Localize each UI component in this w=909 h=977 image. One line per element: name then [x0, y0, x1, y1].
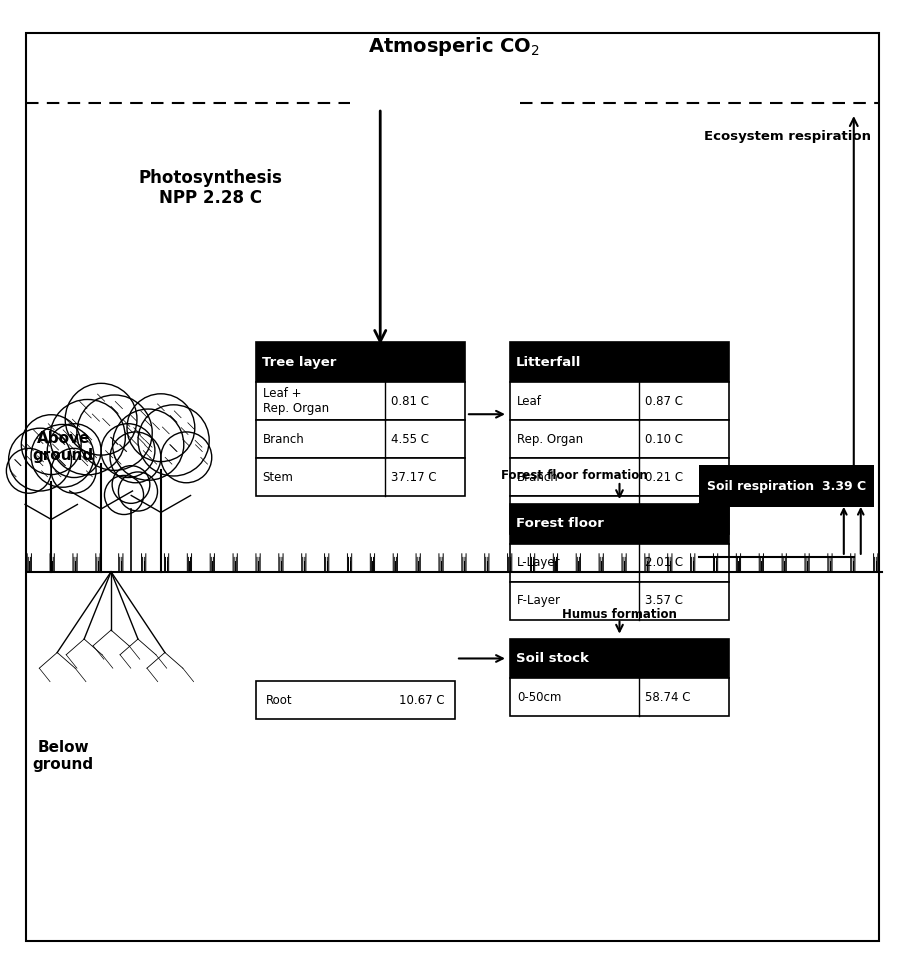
Text: 37.17 C: 37.17 C	[391, 471, 437, 484]
Text: 0.33 C: 0.33 C	[645, 508, 684, 522]
Bar	[255, 343, 465, 382]
Bar	[255, 458, 465, 496]
Text: Leaf: Leaf	[517, 395, 542, 407]
Text: 4.55 C: 4.55 C	[391, 433, 429, 446]
Text: Above
ground: Above ground	[33, 431, 94, 463]
Text: Soil respiration: Soil respiration	[707, 480, 814, 492]
Text: 58.74 C: 58.74 C	[645, 691, 691, 703]
Bar	[510, 343, 729, 382]
Text: 3.39 C: 3.39 C	[822, 480, 865, 492]
Bar	[510, 504, 729, 544]
Text: Branch: Branch	[517, 471, 558, 484]
Bar	[510, 420, 729, 458]
Text: Forest floor formation: Forest floor formation	[502, 469, 648, 482]
Bar	[510, 544, 729, 581]
Text: Atmosperic CO$_2$: Atmosperic CO$_2$	[368, 35, 540, 58]
Text: Soil stock: Soil stock	[515, 652, 589, 665]
Bar	[255, 382, 465, 420]
Text: 3.57 C: 3.57 C	[645, 594, 684, 607]
Text: 0.21 C: 0.21 C	[645, 471, 684, 484]
Bar	[510, 496, 729, 533]
Text: Stem: Stem	[263, 471, 294, 484]
Text: L-Layer: L-Layer	[517, 556, 561, 570]
Bar	[510, 382, 729, 420]
Text: 2.01 C: 2.01 C	[645, 556, 684, 570]
Text: 0.10 C: 0.10 C	[645, 433, 684, 446]
Bar	[255, 420, 465, 458]
Text: 0.87 C: 0.87 C	[645, 395, 684, 407]
Text: Rep. Organ: Rep. Organ	[517, 433, 583, 446]
Bar	[510, 458, 729, 496]
Text: 10.67 C: 10.67 C	[399, 694, 445, 706]
Text: 0.81 C: 0.81 C	[391, 395, 429, 407]
Text: Litterfall: Litterfall	[515, 356, 581, 369]
Text: Leaf +
Rep. Organ: Leaf + Rep. Organ	[263, 387, 329, 415]
Bar	[510, 678, 729, 716]
Text: Others: Others	[517, 508, 556, 522]
Text: Branch: Branch	[263, 433, 305, 446]
Text: Tree layer: Tree layer	[262, 356, 336, 369]
Text: Ecosystem respiration: Ecosystem respiration	[704, 130, 871, 143]
Text: F-Layer: F-Layer	[517, 594, 561, 607]
Text: Forest floor: Forest floor	[515, 518, 604, 531]
Bar	[699, 465, 874, 507]
Bar	[510, 639, 729, 678]
Text: Photosynthesis
NPP 2.28 C: Photosynthesis NPP 2.28 C	[139, 168, 283, 207]
Bar	[510, 581, 729, 619]
Text: 0-50cm: 0-50cm	[517, 691, 561, 703]
Bar	[255, 681, 455, 719]
Text: Root: Root	[265, 694, 292, 706]
Text: Below
ground: Below ground	[33, 740, 94, 773]
Text: Humus formation: Humus formation	[562, 608, 677, 621]
